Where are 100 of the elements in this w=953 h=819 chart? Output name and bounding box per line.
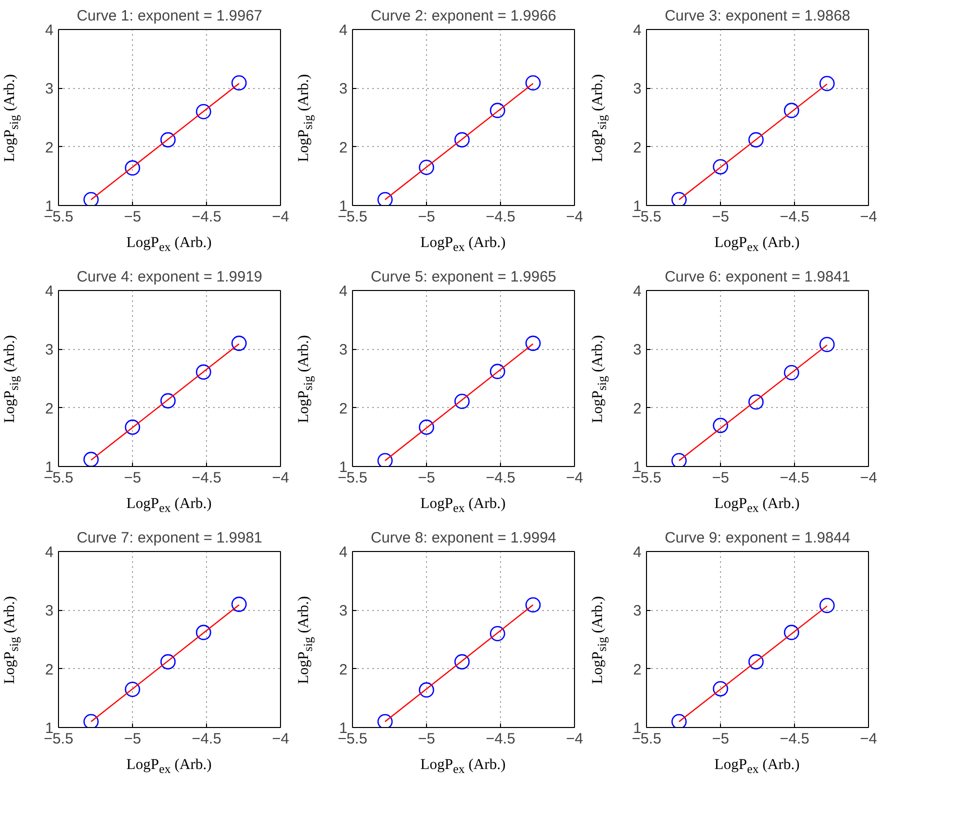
y-tick-label: 4: [45, 22, 54, 39]
y-tick-label: 3: [45, 80, 54, 98]
x-axis-title: LogP$_{ex}$ (Arb.): [713, 234, 801, 256]
point: [196, 364, 212, 380]
x-axis-title: LogP$_{ex}$ (Arb.): [419, 234, 507, 256]
point: [490, 626, 506, 642]
point: [418, 420, 434, 435]
y-tick-label: 2: [45, 139, 54, 156]
point: [454, 654, 470, 670]
y-tick-label: 4: [633, 544, 642, 561]
x-tick-label: −4: [272, 730, 290, 748]
point: [231, 596, 247, 612]
y-tick-label: 2: [633, 139, 642, 156]
chart-title: Curve 6: exponent = 1.9841: [664, 268, 850, 286]
point: [377, 192, 393, 206]
point: [377, 452, 393, 466]
y-tick-label: 4: [339, 283, 348, 300]
x-tick-label: −5: [418, 730, 436, 748]
point: [671, 192, 687, 206]
point: [196, 624, 212, 640]
x-tick-label: −5: [124, 730, 142, 748]
y-tick-label: 2: [633, 661, 642, 678]
x-tick-label: −4.5: [192, 208, 222, 226]
y-tick-label: 2: [339, 400, 348, 418]
y-tick-label: 1: [339, 459, 348, 476]
point: [418, 682, 434, 698]
x-axis-title: LogP$_{ex}$ (Arb.): [419, 495, 507, 517]
point: [124, 420, 140, 435]
point: [748, 394, 764, 410]
y-tick-label: 4: [45, 283, 54, 300]
x-axis-title: LogP$_{ex}$ (Arb.): [419, 756, 507, 778]
y-tick-label: 4: [633, 22, 642, 39]
y-tick-label: 3: [45, 602, 54, 620]
chart-title: Curve 5: exponent = 1.9965: [370, 268, 556, 286]
point: [160, 132, 176, 148]
y-tick-label: 1: [633, 459, 642, 476]
y-tick-label: 1: [633, 720, 642, 737]
x-tick-label: −4: [860, 470, 878, 486]
point: [819, 336, 835, 352]
point: [784, 624, 800, 640]
y-tick-label: 3: [339, 602, 348, 620]
point: [784, 364, 800, 380]
point: [712, 681, 728, 696]
point: [124, 160, 140, 176]
x-tick-label: −5: [418, 208, 436, 226]
point: [819, 76, 835, 92]
point: [83, 452, 99, 466]
y-tick-label: 4: [339, 544, 348, 561]
chart-title: Curve 3: exponent = 1.9868: [664, 8, 850, 24]
y-tick-label: 1: [339, 720, 348, 737]
y-tick-label: 2: [45, 661, 54, 678]
x-tick-label: −4: [860, 730, 878, 748]
point: [748, 654, 764, 670]
y-tick-label: 3: [339, 80, 348, 98]
x-tick-label: −5: [124, 208, 142, 226]
y-tick-label: 1: [339, 198, 348, 215]
point: [231, 75, 247, 91]
y-tick-label: 3: [633, 342, 642, 359]
x-tick-label: −4.5: [486, 208, 516, 226]
chart-title: Curve 4: exponent = 1.9919: [76, 268, 262, 286]
point: [231, 336, 247, 351]
point: [454, 394, 470, 410]
y-tick-label: 1: [45, 198, 54, 215]
x-tick-label: −4: [272, 208, 290, 226]
point: [671, 714, 687, 728]
chart-title: Curve 8: exponent = 1.9994: [370, 530, 556, 546]
x-tick-label: −4: [566, 470, 584, 486]
point: [784, 102, 800, 118]
point: [124, 682, 140, 698]
y-tick-label: 4: [633, 283, 642, 300]
y-tick-label: 4: [45, 544, 54, 561]
chart-title: Curve 9: exponent = 1.9844: [664, 530, 850, 546]
x-tick-label: −5: [712, 208, 730, 226]
x-tick-label: −5: [712, 730, 730, 748]
point: [525, 336, 541, 351]
chart-title: Curve 7: exponent = 1.9981: [76, 530, 262, 546]
x-tick-label: −4: [860, 208, 878, 226]
y-tick-label: 2: [339, 139, 348, 156]
point: [671, 452, 687, 466]
point: [819, 598, 835, 614]
point: [490, 102, 506, 118]
point: [196, 104, 212, 120]
y-tick-label: 3: [633, 602, 642, 620]
x-axis-title: LogP$_{ex}$ (Arb.): [125, 756, 213, 778]
y-tick-label: 1: [45, 459, 54, 476]
point: [490, 364, 506, 380]
y-tick-label: 2: [339, 661, 348, 678]
point: [83, 192, 99, 206]
x-tick-label: −4: [566, 730, 584, 748]
x-tick-label: −4.5: [780, 208, 810, 226]
y-tick-label: 3: [339, 342, 348, 359]
y-tick-label: 1: [45, 720, 54, 737]
x-tick-label: −4.5: [192, 730, 222, 748]
point: [160, 393, 176, 408]
x-tick-label: −4: [566, 208, 584, 226]
x-tick-label: −5: [418, 470, 436, 486]
x-tick-label: −4.5: [780, 470, 810, 486]
y-tick-label: 1: [633, 198, 642, 215]
x-tick-label: −4.5: [780, 730, 810, 748]
point: [712, 418, 728, 434]
